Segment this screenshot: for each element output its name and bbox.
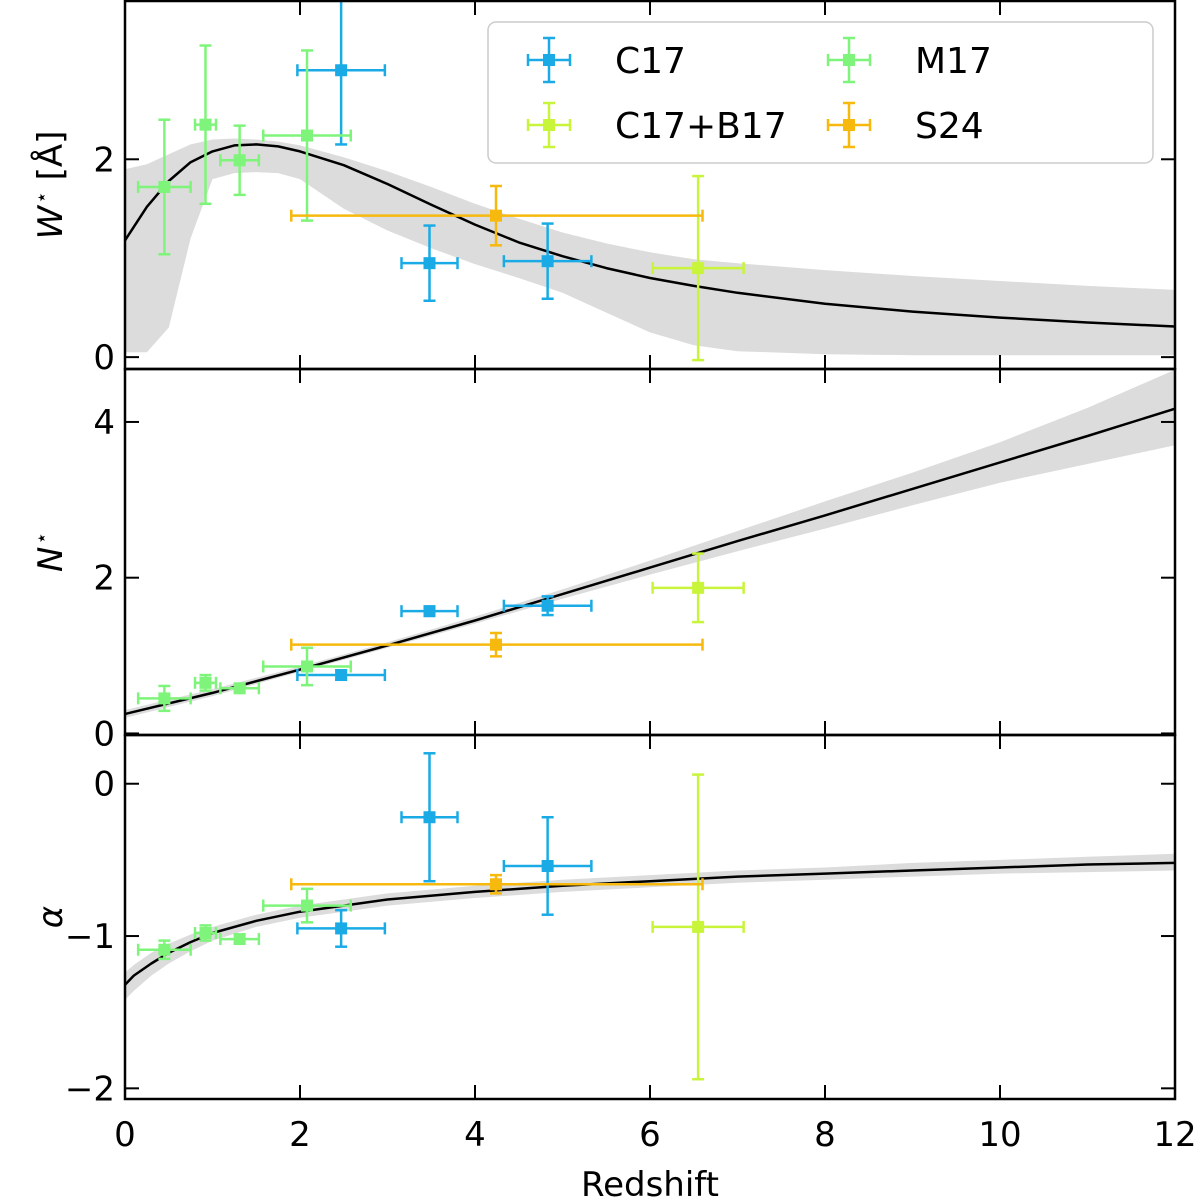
data-point-W-M17-3 <box>136 118 192 256</box>
data-point-W-S24-8 <box>290 184 704 247</box>
legend-frame <box>487 21 1154 164</box>
data-point-N-M17-4 <box>193 673 218 692</box>
data-point-alpha-M17-4 <box>193 924 218 942</box>
legend-label-C17B17: C17+B17 <box>615 106 787 147</box>
legend-marker-S24 <box>826 101 872 149</box>
x-tick-label-2: 4 <box>464 1115 486 1155</box>
legend-marker-M17 <box>826 36 872 84</box>
legend-label-M17: M17 <box>915 41 992 82</box>
data-point-N-M17-6 <box>262 646 352 687</box>
y-tick-label-N-0: 0 <box>93 714 115 754</box>
data-point-N-C17-0 <box>296 669 387 682</box>
data-point-W-M17-5 <box>219 124 261 197</box>
y-tick-label-W-1: 2 <box>93 140 115 180</box>
data-point-W-C17B17-7 <box>651 174 745 362</box>
y-axis-label-W: W⋆ [Å] <box>29 131 71 240</box>
panel-N: 0 2 4 N⋆ <box>29 367 1177 754</box>
legend-entry-C17: C17 <box>526 36 686 84</box>
data-point-N-C17-2 <box>502 595 593 617</box>
data-point-alpha-M17-6 <box>262 887 352 924</box>
data-point-W-M17-4 <box>193 44 218 206</box>
legend-marker-C17 <box>526 36 572 84</box>
x-tick-label-3: 6 <box>639 1115 661 1155</box>
data-point-alpha-M17-3 <box>136 939 192 961</box>
data-point-alpha-C17B17-7 <box>651 773 745 1081</box>
y-tick-label-W-0: 0 <box>93 338 115 378</box>
legend: C17 C17+B17 M17 S24 <box>487 21 1154 164</box>
panel-W: 0 2 W⋆ [Å] <box>29 0 1177 378</box>
data-point-alpha-S24-8 <box>290 873 704 895</box>
data-point-W-C17-1 <box>400 224 459 302</box>
data-point-N-C17B17-7 <box>651 552 745 624</box>
legend-label-S24: S24 <box>915 106 984 147</box>
x-axis-label: Redshift <box>581 1165 719 1203</box>
data-point-W-C17-2 <box>502 222 593 301</box>
data-point-W-C17-0 <box>296 1 387 146</box>
x-tick-label-0: 0 <box>114 1115 136 1155</box>
y-axis-label-alpha: α <box>31 906 71 928</box>
legend-entry-C17B17: C17+B17 <box>526 101 787 149</box>
legend-entry-S24: S24 <box>826 101 984 149</box>
y-tick-label-N-2: 4 <box>93 403 115 443</box>
data-point-N-C17-1 <box>400 605 459 618</box>
data-point-N-S24-8 <box>290 631 704 658</box>
y-tick-label-alpha-2: 0 <box>93 765 115 805</box>
x-tick-label-5: 10 <box>978 1115 1021 1155</box>
x-tick-label-6: 12 <box>1153 1115 1196 1155</box>
confidence-band-alpha <box>125 853 1175 1000</box>
y-tick-label-alpha-1: −1 <box>65 917 115 957</box>
legend-marker-C17B17 <box>526 101 572 149</box>
y-tick-label-N-1: 2 <box>93 559 115 599</box>
confidence-band-W <box>125 138 1175 356</box>
y-tick-label-alpha-0: −2 <box>65 1069 115 1109</box>
legend-label-C17: C17 <box>615 41 686 82</box>
panel-alpha: −2 −1 0 α <box>31 733 1177 1109</box>
data-point-alpha-M17-5 <box>219 933 261 946</box>
data-point-alpha-C17-0 <box>296 908 387 948</box>
data-point-N-M17-5 <box>219 682 261 695</box>
data-point-N-M17-3 <box>136 684 192 713</box>
data-point-alpha-C17-1 <box>400 752 459 883</box>
x-tick-label-4: 8 <box>814 1115 836 1155</box>
panel-frame-N <box>123 367 1177 737</box>
model-curve-N <box>125 407 1175 716</box>
y-axis-label-N: N⋆ <box>29 532 71 572</box>
x-tick-label-1: 2 <box>289 1115 311 1155</box>
model-curve-alpha <box>125 861 1175 986</box>
data-point-alpha-C17-2 <box>502 815 593 916</box>
legend-entry-M17: M17 <box>826 36 992 84</box>
data-point-W-M17-6 <box>262 49 352 222</box>
